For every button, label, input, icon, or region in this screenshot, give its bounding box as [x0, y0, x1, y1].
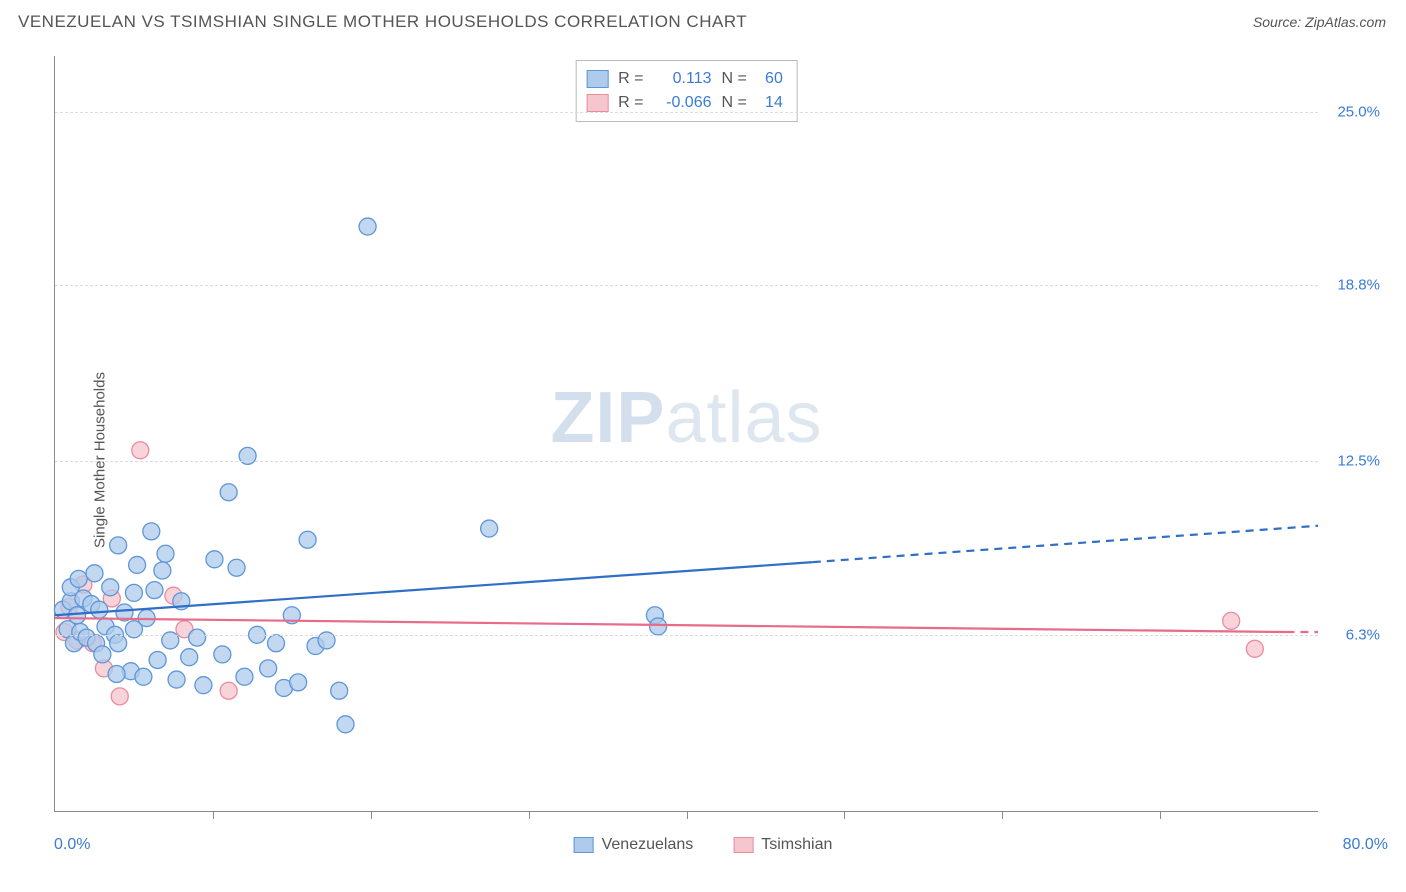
plot-region: ZIPatlas R = 0.113 N = 60 R = -0.066 N =…	[54, 56, 1318, 812]
point-series-a	[206, 551, 223, 568]
point-series-a	[189, 629, 206, 646]
swatch-series-a	[586, 70, 608, 88]
chart-area: Single Mother Households ZIPatlas R = 0.…	[18, 48, 1388, 872]
point-series-a	[260, 660, 277, 677]
x-tick	[529, 811, 530, 819]
point-series-a	[168, 671, 185, 688]
point-series-a	[236, 668, 253, 685]
r-value-a: 0.113	[654, 67, 712, 91]
trendline-a-dashed	[813, 526, 1318, 562]
legend-label-a: Venezuelans	[602, 836, 694, 854]
x-tick	[687, 811, 688, 819]
swatch-series-b	[586, 94, 608, 112]
gridline	[55, 285, 1318, 286]
point-series-a	[195, 677, 212, 694]
point-series-a	[146, 582, 163, 599]
x-axis-min-label: 0.0%	[54, 836, 90, 854]
point-series-a	[70, 570, 87, 587]
y-tick-label: 6.3%	[1346, 626, 1380, 643]
legend-swatch-b	[733, 837, 753, 853]
point-series-a	[135, 668, 152, 685]
y-tick-label: 25.0%	[1337, 103, 1380, 120]
point-series-a	[94, 646, 111, 663]
source-label: Source:	[1253, 14, 1301, 30]
gridline	[55, 635, 1318, 636]
x-tick	[371, 811, 372, 819]
point-series-a	[337, 716, 354, 733]
gridline	[55, 461, 1318, 462]
point-series-a	[290, 674, 307, 691]
point-series-a	[86, 565, 103, 582]
point-series-a	[181, 649, 198, 666]
point-series-a	[481, 520, 498, 537]
chart-header: VENEZUELAN VS TSIMSHIAN SINGLE MOTHER HO…	[0, 0, 1406, 40]
point-series-a	[157, 545, 174, 562]
point-series-a	[143, 523, 160, 540]
plot-svg	[55, 56, 1318, 811]
r-label-a: R =	[618, 67, 643, 91]
point-series-b	[132, 442, 149, 459]
point-series-a	[220, 484, 237, 501]
x-tick	[844, 811, 845, 819]
point-series-a	[69, 607, 86, 624]
y-tick-label: 12.5%	[1337, 453, 1380, 470]
point-series-a	[299, 531, 316, 548]
chart-title: VENEZUELAN VS TSIMSHIAN SINGLE MOTHER HO…	[18, 12, 747, 32]
point-series-b	[220, 682, 237, 699]
point-series-a	[331, 682, 348, 699]
point-series-a	[108, 665, 125, 682]
chart-source: Source: ZipAtlas.com	[1253, 14, 1386, 30]
point-series-a	[650, 618, 667, 635]
point-series-a	[214, 646, 231, 663]
source-value: ZipAtlas.com	[1305, 14, 1386, 30]
point-series-b	[1246, 640, 1263, 657]
point-series-b	[1223, 612, 1240, 629]
point-series-a	[359, 218, 376, 235]
x-tick	[1160, 811, 1161, 819]
trendline-b-solid	[55, 618, 1286, 632]
point-series-a	[129, 556, 146, 573]
n-value-a: 60	[757, 67, 783, 91]
point-series-a	[102, 579, 119, 596]
point-series-a	[110, 537, 127, 554]
legend-bottom: Venezuelans Tsimshian	[574, 836, 833, 854]
n-label-a: N =	[722, 67, 747, 91]
point-series-a	[268, 635, 285, 652]
gridline	[55, 112, 1318, 113]
point-series-a	[228, 559, 245, 576]
legend-item-b: Tsimshian	[733, 836, 832, 854]
y-tick-label: 18.8%	[1337, 277, 1380, 294]
point-series-a	[110, 635, 127, 652]
point-series-a	[154, 562, 171, 579]
point-series-a	[149, 652, 166, 669]
legend-swatch-a	[574, 837, 594, 853]
legend-label-b: Tsimshian	[761, 836, 832, 854]
x-axis-max-label: 80.0%	[1343, 836, 1388, 854]
x-tick	[1002, 811, 1003, 819]
point-series-b	[111, 688, 128, 705]
legend-item-a: Venezuelans	[574, 836, 694, 854]
point-series-a	[91, 601, 108, 618]
x-tick	[213, 811, 214, 819]
point-series-a	[125, 584, 142, 601]
stats-row-a: R = 0.113 N = 60	[586, 67, 783, 91]
